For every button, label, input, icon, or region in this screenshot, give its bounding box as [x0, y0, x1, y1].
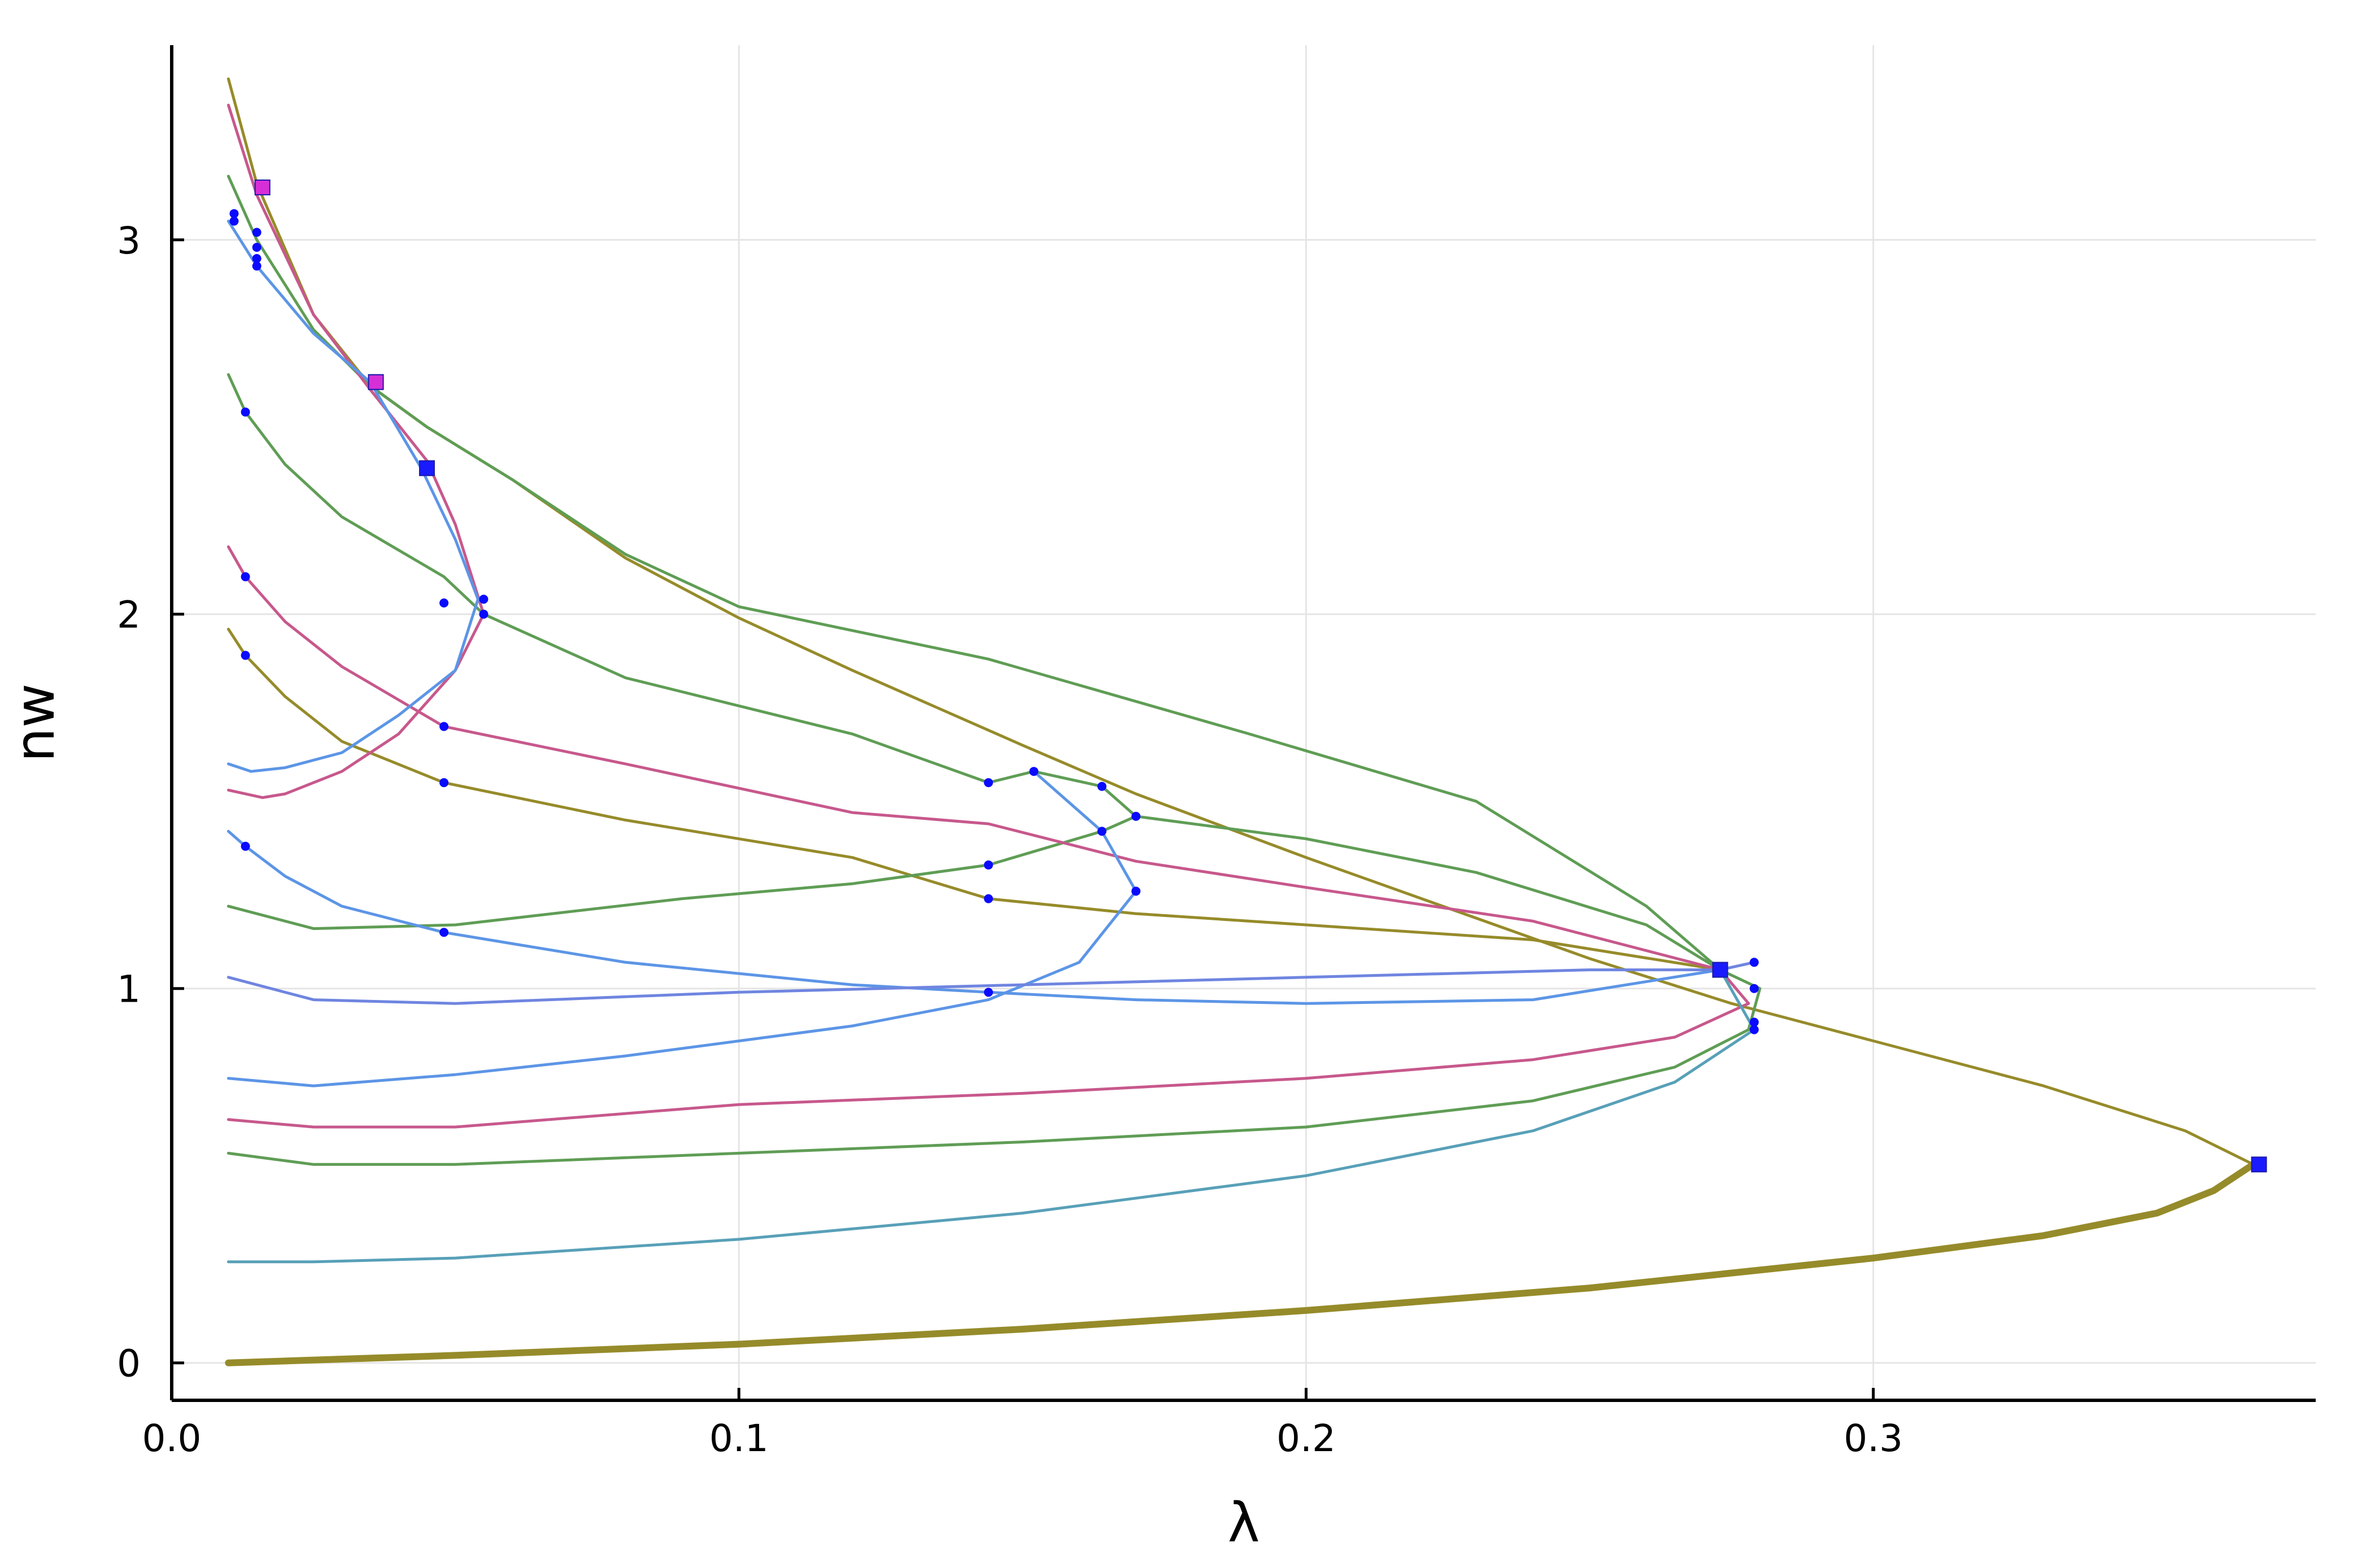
special-point-marker — [1712, 962, 1728, 978]
data-point-dot — [252, 261, 262, 271]
series-line-13 — [226, 960, 1756, 1005]
y-tick-label: 1 — [117, 968, 141, 1011]
series-line-0 — [225, 1161, 2257, 1366]
y-tick-label: 0 — [117, 1342, 141, 1386]
data-point-dot — [1749, 1017, 1759, 1027]
data-point-dot — [1131, 886, 1141, 896]
ticks: 0.0 0.1 0.2 0.3 0 1 2 3 — [117, 219, 1903, 1460]
dot-markers — [229, 209, 1759, 1034]
data-point-dot — [439, 598, 449, 608]
data-point-dot — [1749, 1025, 1759, 1034]
special-point-marker — [368, 374, 384, 390]
data-point-dot — [252, 228, 262, 237]
data-point-dot — [439, 778, 449, 788]
data-point-dot — [241, 841, 250, 851]
special-point-marker — [254, 179, 271, 195]
data-point-dot — [1749, 958, 1759, 967]
x-tick-label: 0.3 — [1844, 1417, 1903, 1460]
x-tick-label: 0.0 — [142, 1417, 202, 1460]
data-point-dot — [1097, 827, 1106, 836]
data-point-dot — [1097, 781, 1106, 791]
special-point-marker — [419, 460, 435, 477]
y-tick-label: 3 — [117, 219, 141, 263]
x-tick-label: 0.2 — [1276, 1417, 1336, 1460]
series-line-2 — [226, 627, 1722, 972]
series-line-3 — [226, 174, 1722, 972]
x-tick-label: 0.1 — [709, 1417, 769, 1460]
special-markers — [254, 179, 2267, 1173]
series-line-14 — [226, 968, 1756, 1264]
data-point-dot — [439, 928, 449, 937]
data-point-dot — [479, 595, 489, 604]
series-line-6 — [226, 968, 1762, 1166]
data-point-dot — [1029, 767, 1039, 776]
data-point-dot — [984, 894, 994, 903]
series-line-8 — [226, 545, 1722, 972]
x-axis-label: λ — [1228, 1491, 1260, 1554]
data-point-dot — [984, 778, 994, 788]
series-line-5 — [1134, 815, 1722, 972]
series-line-9 — [226, 968, 1750, 1129]
series-line-11 — [226, 829, 1722, 1005]
data-point-dot — [984, 988, 994, 997]
data-point-dot — [1749, 984, 1759, 993]
data-point-dot — [252, 254, 262, 263]
data-point-dot — [984, 860, 994, 870]
series-line-10 — [226, 220, 480, 773]
data-point-dot — [252, 243, 262, 252]
data-point-dot — [241, 650, 250, 660]
series-line-12 — [226, 770, 1138, 1087]
grid — [171, 45, 2316, 1400]
y-tick-label: 2 — [117, 593, 141, 637]
data-point-dot — [241, 572, 250, 582]
data-point-dot — [479, 609, 489, 619]
data-point-dot — [1131, 811, 1141, 821]
data-point-dot — [229, 209, 239, 219]
y-axis-label: nw — [3, 683, 67, 762]
special-point-marker — [2251, 1156, 2267, 1173]
axes — [170, 45, 2316, 1402]
data-point-dot — [229, 216, 239, 226]
data-point-dot — [439, 722, 449, 731]
data-point-dot — [241, 407, 250, 417]
